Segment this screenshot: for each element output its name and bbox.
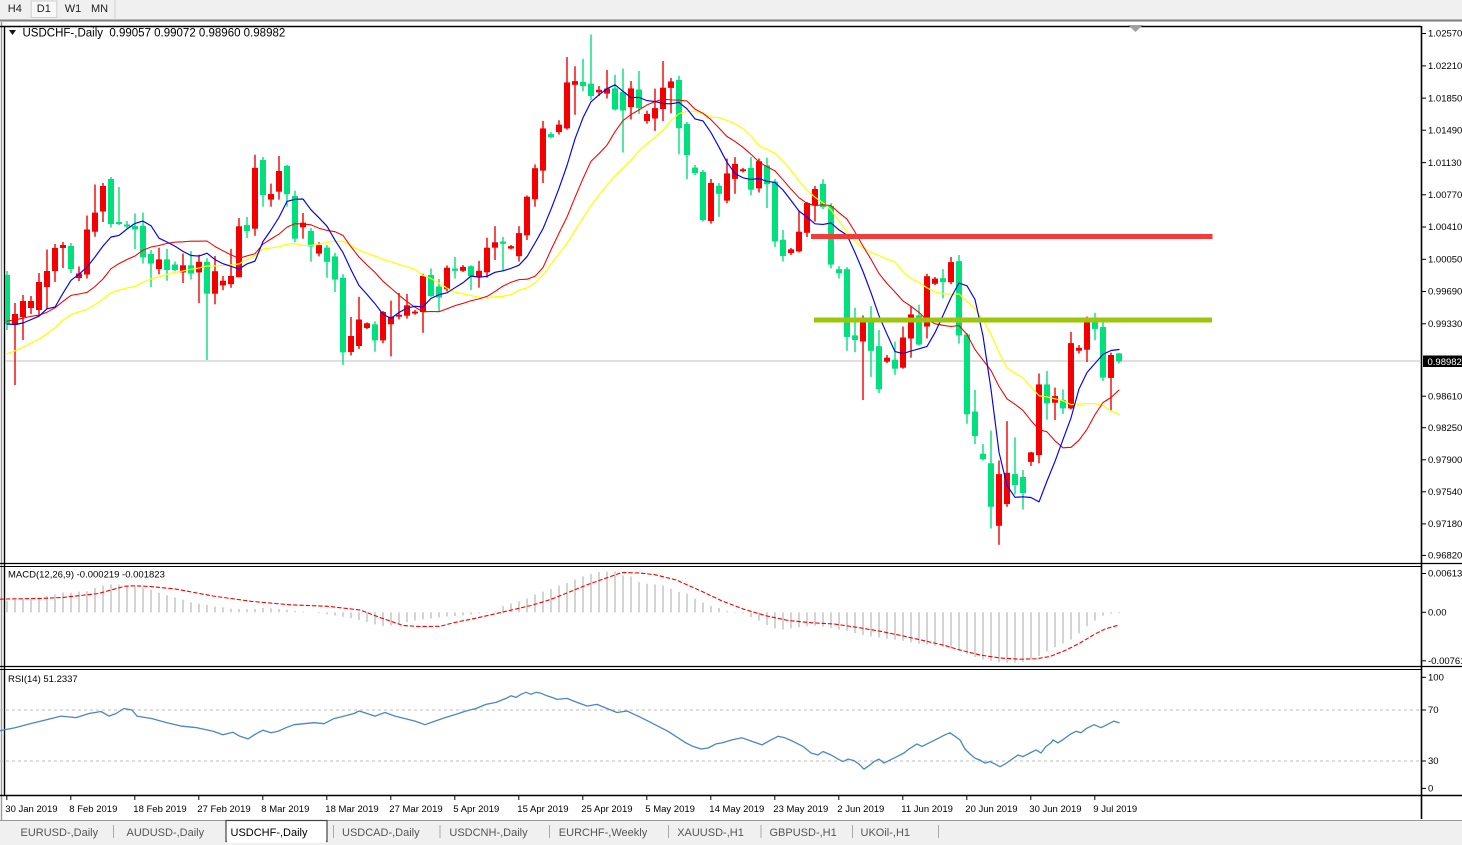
svg-text:GBPUSD-,H1: GBPUSD-,H1	[770, 827, 837, 839]
svg-text:5 Apr 2019: 5 Apr 2019	[453, 804, 499, 815]
svg-text:1.02210: 1.02210	[1428, 61, 1462, 72]
svg-text:UKOil-,H1: UKOil-,H1	[861, 827, 911, 839]
svg-text:MACD(12,26,9) -0.000219 -0.001: MACD(12,26,9) -0.000219 -0.001823	[8, 570, 165, 581]
svg-text:W1: W1	[65, 3, 82, 15]
svg-text:15 Apr 2019: 15 Apr 2019	[517, 804, 568, 815]
svg-text:18 Feb 2019: 18 Feb 2019	[133, 804, 186, 815]
svg-text:1.01850: 1.01850	[1428, 93, 1462, 104]
svg-text:D1: D1	[37, 3, 51, 15]
svg-text:70: 70	[1428, 705, 1439, 716]
svg-text:100: 100	[1428, 673, 1444, 684]
svg-text:30 Jun 2019: 30 Jun 2019	[1029, 804, 1081, 815]
svg-text:MN: MN	[91, 3, 108, 15]
svg-text:USDCHF-,Daily 0.99057 0.99072: USDCHF-,Daily 0.99057 0.99072 0.98960 0.…	[23, 28, 286, 40]
svg-text:0.97180: 0.97180	[1428, 519, 1462, 530]
svg-text:EURCHF-,Weekly: EURCHF-,Weekly	[559, 827, 648, 839]
svg-text:0.98250: 0.98250	[1428, 423, 1462, 434]
svg-text:1.02570: 1.02570	[1428, 29, 1462, 40]
svg-text:USDCNH-,Daily: USDCNH-,Daily	[449, 827, 528, 839]
svg-text:0.96820: 0.96820	[1428, 551, 1462, 562]
svg-text:30: 30	[1428, 756, 1439, 767]
svg-text:20 Jun 2019: 20 Jun 2019	[965, 804, 1017, 815]
svg-text:9 Jul 2019: 9 Jul 2019	[1093, 804, 1137, 815]
svg-text:USDCAD-,Daily: USDCAD-,Daily	[342, 827, 420, 839]
svg-text:0.99330: 0.99330	[1428, 319, 1462, 330]
svg-text:11 Jun 2019: 11 Jun 2019	[901, 804, 953, 815]
svg-text:0.98610: 0.98610	[1428, 391, 1462, 402]
svg-text:AUDUSD-,Daily: AUDUSD-,Daily	[127, 827, 205, 839]
svg-text:USDCHF-,Daily: USDCHF-,Daily	[231, 827, 309, 839]
svg-text:2 Jun 2019: 2 Jun 2019	[837, 804, 884, 815]
svg-text:14 May 2019: 14 May 2019	[709, 804, 764, 815]
svg-text:0.00613: 0.00613	[1428, 569, 1462, 580]
svg-text:5 May 2019: 5 May 2019	[645, 804, 695, 815]
svg-text:1.00050: 1.00050	[1428, 255, 1462, 266]
svg-text:1.01130: 1.01130	[1428, 158, 1462, 169]
svg-text:1.01490: 1.01490	[1428, 125, 1462, 136]
svg-text:RSI(14) 51.2337: RSI(14) 51.2337	[8, 674, 78, 685]
svg-text:0.99690: 0.99690	[1428, 287, 1462, 298]
svg-text:1.00770: 1.00770	[1428, 190, 1462, 201]
svg-text:0.97900: 0.97900	[1428, 455, 1462, 466]
svg-text:XAUUSD-,H1: XAUUSD-,H1	[677, 827, 744, 839]
svg-text:1.00410: 1.00410	[1428, 222, 1462, 233]
svg-text:0.97540: 0.97540	[1428, 487, 1462, 498]
svg-text:25 Apr 2019: 25 Apr 2019	[581, 804, 632, 815]
svg-text:23 May 2019: 23 May 2019	[773, 804, 828, 815]
svg-text:0.00: 0.00	[1428, 608, 1447, 619]
svg-text:EURUSD-,Daily: EURUSD-,Daily	[21, 827, 99, 839]
svg-text:18 Mar 2019: 18 Mar 2019	[325, 804, 378, 815]
svg-text:H4: H4	[8, 3, 22, 15]
svg-text:27 Mar 2019: 27 Mar 2019	[389, 804, 442, 815]
svg-text:0.98982: 0.98982	[1428, 357, 1462, 368]
svg-text:-0.00761: -0.00761	[1428, 656, 1462, 667]
svg-text:8 Mar 2019: 8 Mar 2019	[261, 804, 309, 815]
svg-text:8 Feb 2019: 8 Feb 2019	[69, 804, 117, 815]
svg-text:0: 0	[1428, 784, 1433, 795]
svg-text:30 Jan 2019: 30 Jan 2019	[5, 804, 57, 815]
svg-text:27 Feb 2019: 27 Feb 2019	[197, 804, 250, 815]
